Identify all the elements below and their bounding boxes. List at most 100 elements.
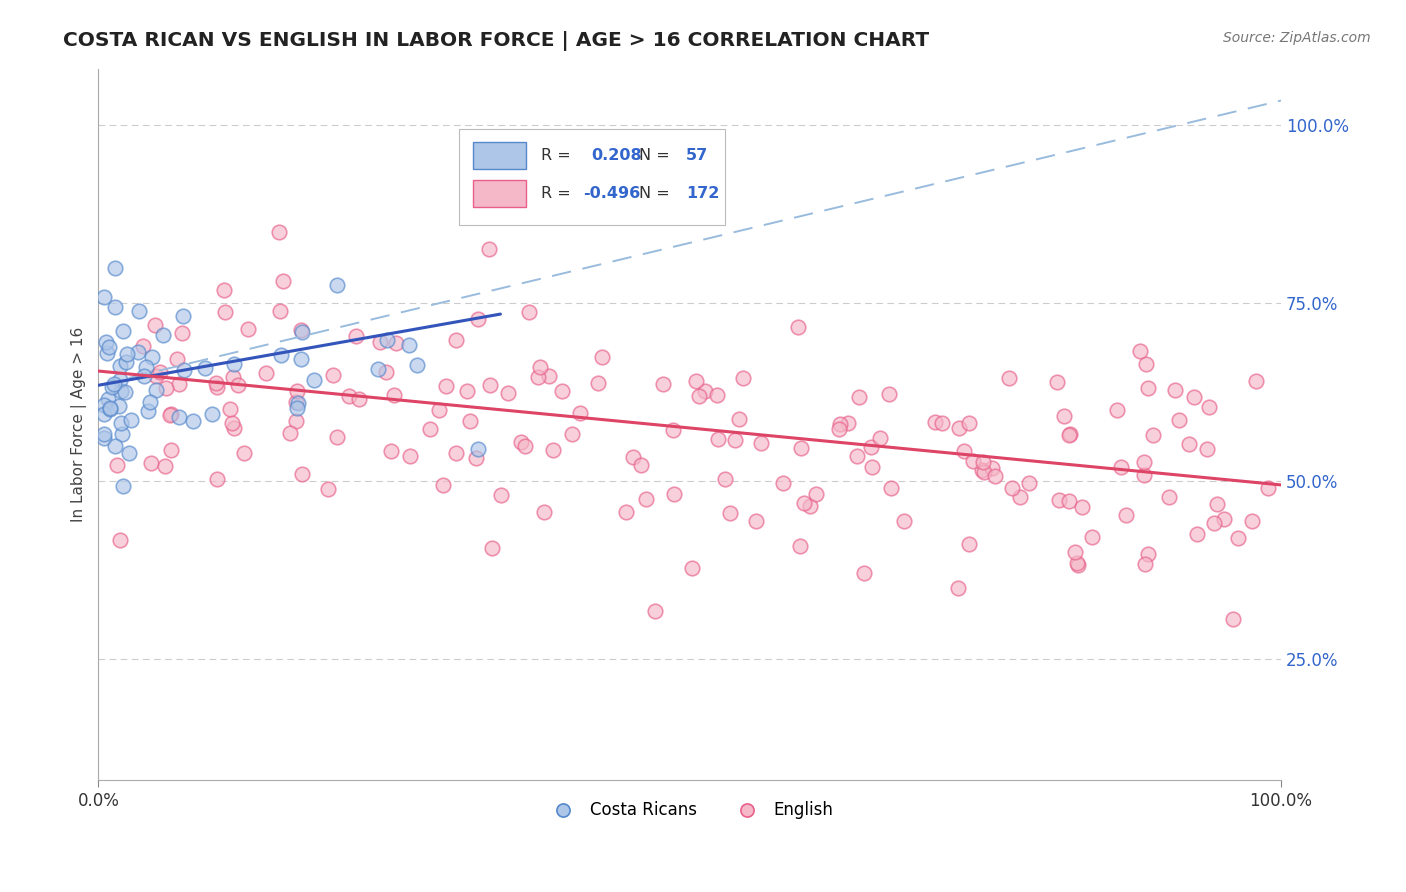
Point <box>489 488 512 502</box>
Point <box>173 363 195 377</box>
Point <box>1133 468 1156 483</box>
Point <box>100 401 122 415</box>
Point <box>367 362 389 376</box>
Point <box>1109 460 1132 475</box>
Text: COSTA RICAN VS ENGLISH IN LABOR FORCE | AGE > 16 CORRELATION CHART: COSTA RICAN VS ENGLISH IN LABOR FORCE | … <box>63 31 929 51</box>
Point <box>226 378 249 392</box>
Point <box>120 413 142 427</box>
Point <box>1206 497 1229 511</box>
Point <box>706 388 728 402</box>
Point <box>681 560 703 574</box>
Point <box>98 340 121 354</box>
Point <box>924 415 946 429</box>
Point <box>957 416 980 430</box>
Point <box>634 492 657 507</box>
Point <box>957 537 980 551</box>
Text: R =: R = <box>541 148 571 163</box>
Point <box>152 327 174 342</box>
Point <box>135 359 157 374</box>
Point <box>93 398 115 412</box>
Text: R =: R = <box>541 186 571 202</box>
Point <box>160 443 183 458</box>
Point <box>284 395 307 409</box>
Point <box>427 403 450 417</box>
Point <box>533 505 555 519</box>
Point <box>1059 427 1081 442</box>
Point <box>517 305 540 319</box>
Point <box>93 290 115 304</box>
Point <box>269 304 291 318</box>
Point <box>799 499 821 513</box>
Point <box>93 431 115 445</box>
Point <box>481 541 503 555</box>
Point <box>302 373 325 387</box>
Point <box>1047 493 1070 508</box>
Point <box>728 411 751 425</box>
Point <box>108 359 131 373</box>
Point <box>212 283 235 297</box>
Point <box>347 392 370 406</box>
Point <box>1240 514 1263 528</box>
Point <box>496 385 519 400</box>
Point <box>662 487 685 501</box>
Point <box>93 426 115 441</box>
Point <box>374 366 396 380</box>
Point <box>326 277 349 292</box>
Point <box>860 459 883 474</box>
Point <box>160 407 183 421</box>
Point <box>1067 558 1090 572</box>
Point <box>284 414 307 428</box>
Point <box>973 465 995 479</box>
Point <box>1133 558 1156 572</box>
Point <box>1164 384 1187 398</box>
Point <box>166 352 188 367</box>
Point <box>285 401 308 415</box>
Point <box>132 368 155 383</box>
Point <box>537 368 560 383</box>
Point <box>1071 500 1094 514</box>
Point <box>1135 357 1157 371</box>
Point <box>931 416 953 430</box>
Point <box>946 581 969 595</box>
Point <box>1107 403 1129 417</box>
Point <box>789 539 811 553</box>
Text: -0.496: -0.496 <box>583 186 641 202</box>
Point <box>326 429 349 443</box>
Point <box>98 402 121 417</box>
Point <box>167 376 190 391</box>
Point <box>290 351 312 366</box>
Point <box>375 333 398 347</box>
Point <box>1142 427 1164 442</box>
Point <box>291 467 314 482</box>
Point <box>169 409 191 424</box>
Point <box>510 435 533 450</box>
Point <box>1178 437 1201 451</box>
Point <box>1115 508 1137 522</box>
Point <box>662 423 685 437</box>
Point <box>745 515 768 529</box>
Point <box>136 404 159 418</box>
Point <box>170 326 193 340</box>
Point <box>1168 413 1191 427</box>
Point <box>111 478 134 492</box>
Point <box>1136 547 1159 561</box>
Point <box>1222 612 1244 626</box>
Point <box>222 357 245 371</box>
Point <box>981 460 1004 475</box>
Point <box>344 328 367 343</box>
Point <box>132 339 155 353</box>
Text: N =: N = <box>638 186 669 202</box>
Point <box>114 384 136 399</box>
Point <box>110 533 132 548</box>
Point <box>772 476 794 491</box>
Point <box>591 351 613 365</box>
Point <box>139 395 162 409</box>
Point <box>1244 374 1267 388</box>
Point <box>828 422 851 436</box>
Point <box>1129 344 1152 359</box>
Point <box>111 325 134 339</box>
Point <box>1213 512 1236 526</box>
Point <box>1159 490 1181 504</box>
Point <box>105 458 128 472</box>
Point <box>948 421 970 435</box>
